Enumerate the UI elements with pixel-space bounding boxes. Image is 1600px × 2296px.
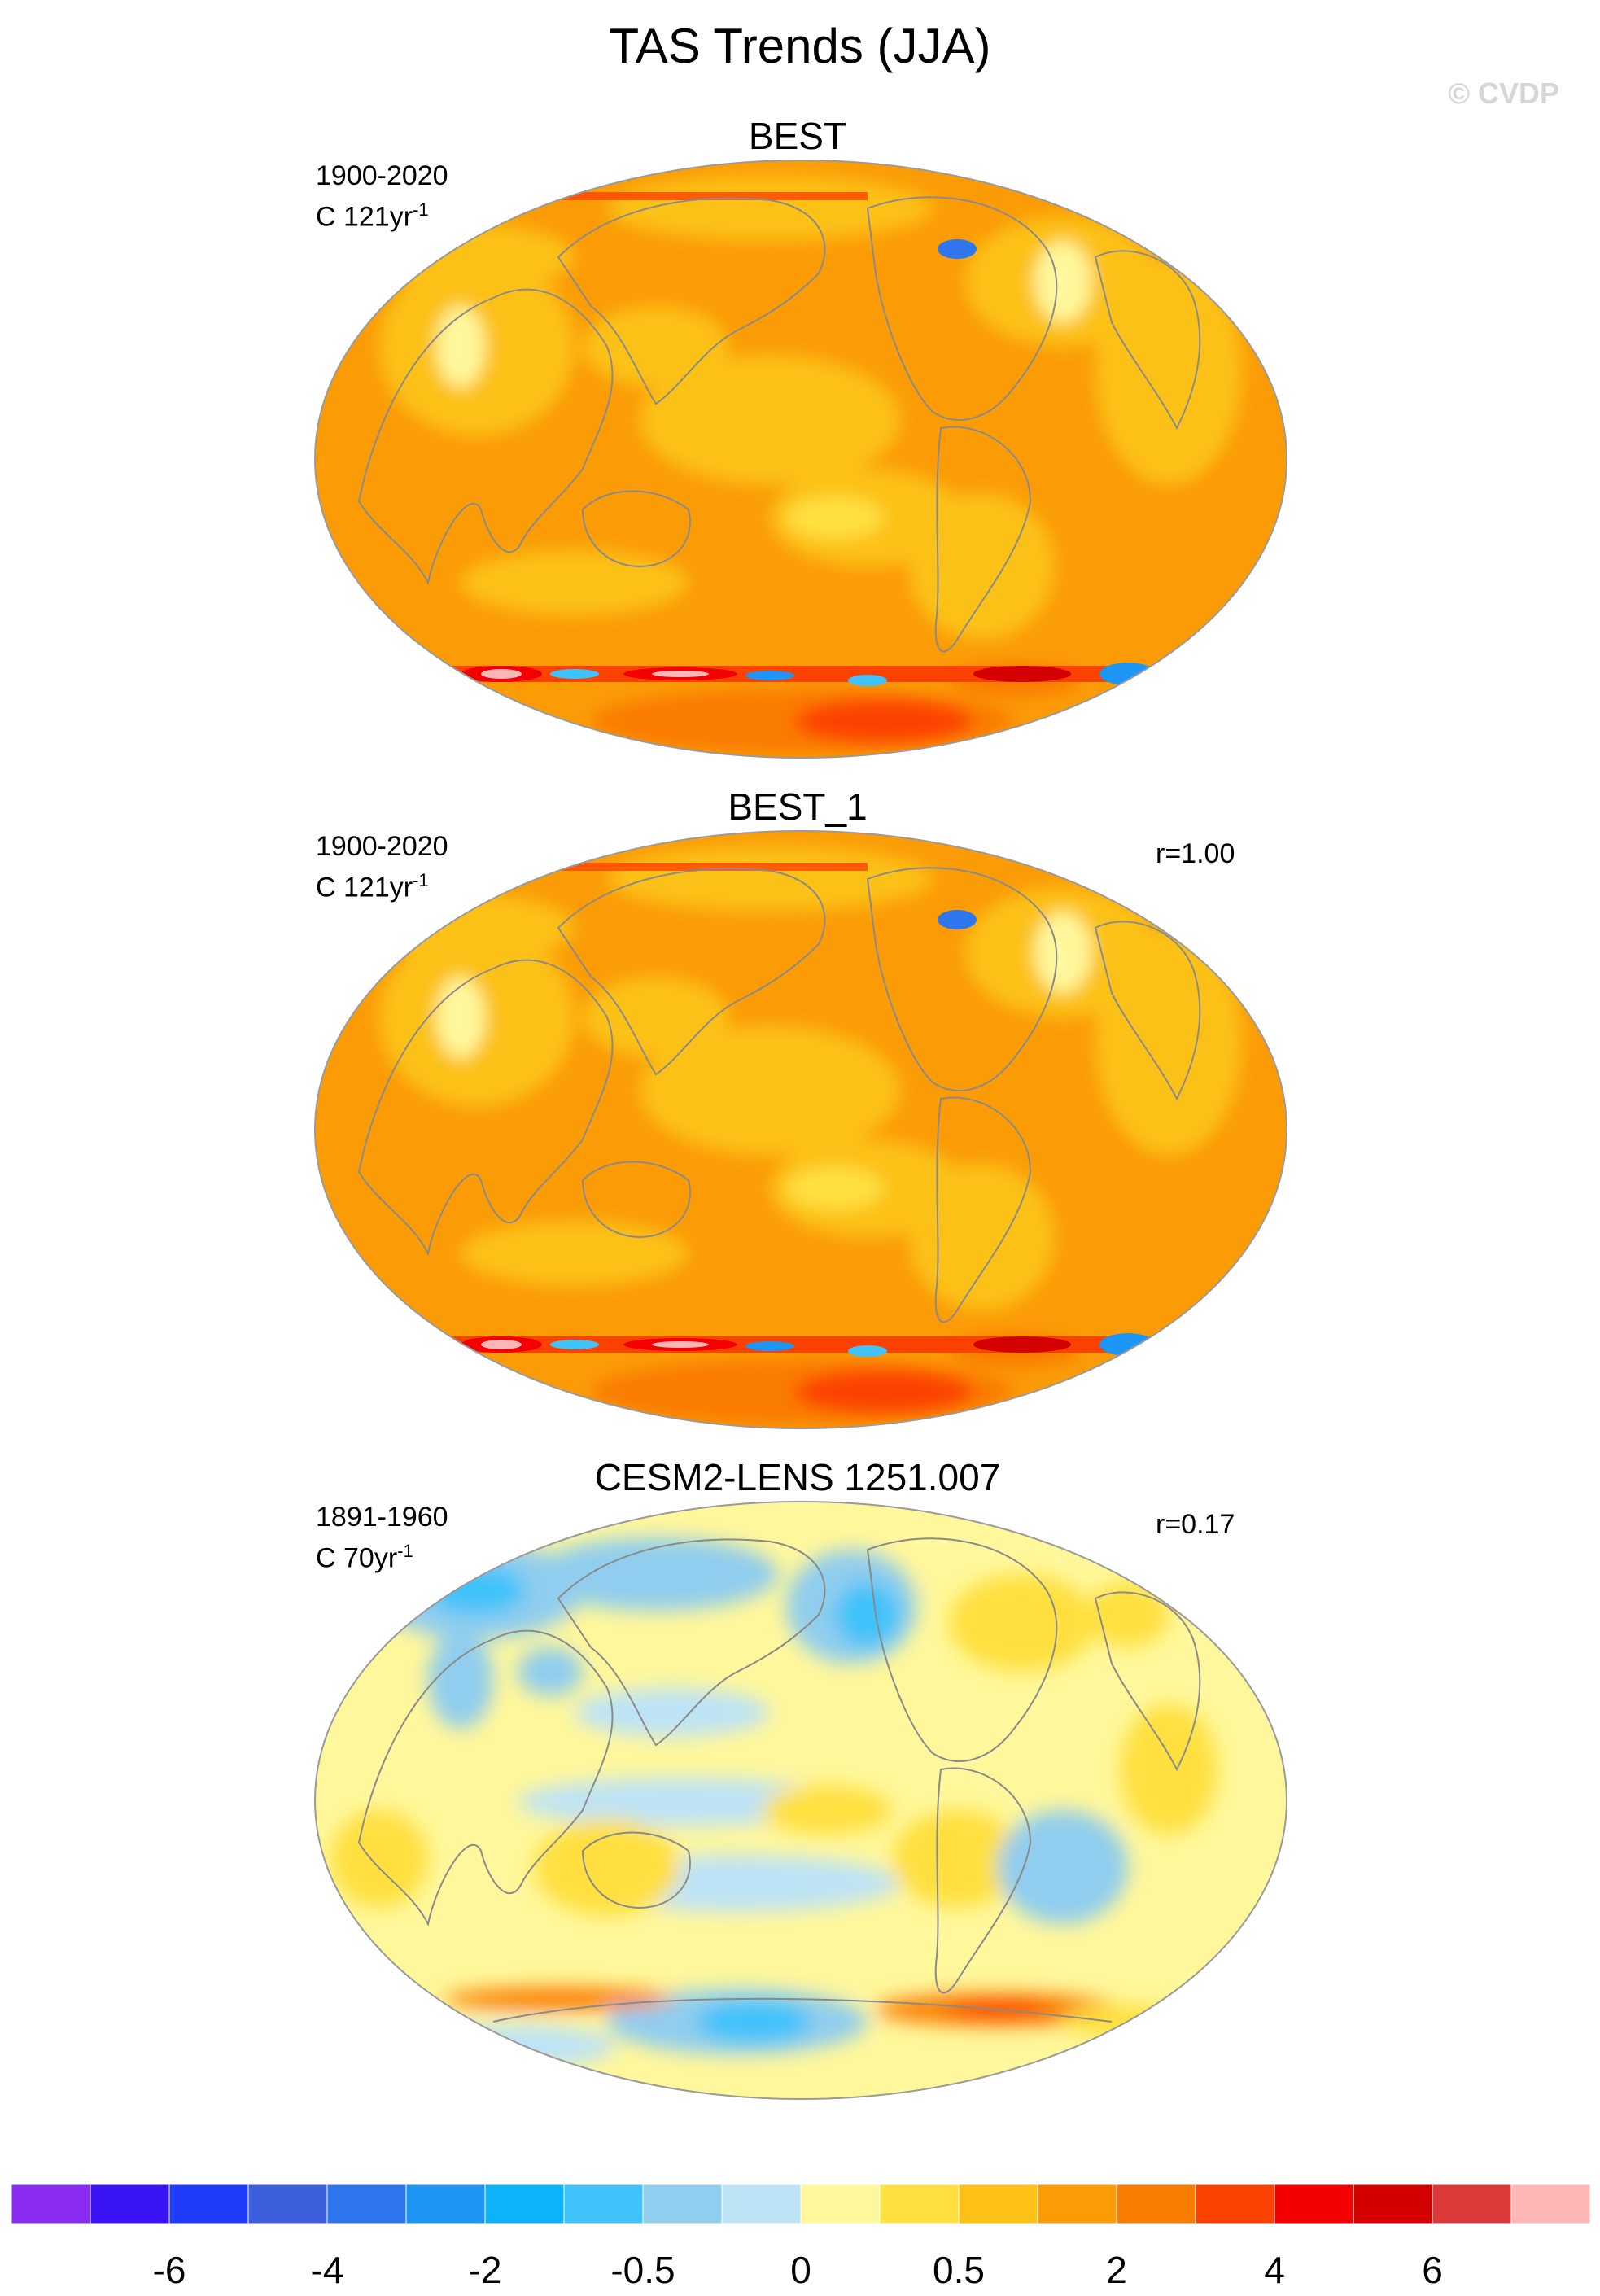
colorbar-tick-label: 0.5 bbox=[933, 2249, 985, 2291]
panel-1-meta: 1900-2020 C 121yr-1 bbox=[316, 159, 448, 234]
colorbar-swatch bbox=[1353, 2184, 1433, 2224]
colorbar-swatch bbox=[1274, 2184, 1354, 2224]
panel-3-units-exp: -1 bbox=[397, 1541, 413, 1561]
panel-2-map bbox=[314, 830, 1287, 1429]
colorbar-swatch bbox=[1510, 2184, 1590, 2224]
panel-1-units-text: C 121yr bbox=[316, 201, 413, 233]
panel-2-title: BEST_1 bbox=[728, 785, 868, 828]
figure-title: TAS Trends (JJA) bbox=[609, 19, 991, 73]
panel-2-correlation: r=1.00 bbox=[1156, 838, 1235, 869]
colorbar-swatch bbox=[721, 2184, 802, 2224]
colorbar-tick-label: -2 bbox=[468, 2249, 502, 2291]
colorbar-tick-label: 0 bbox=[790, 2249, 811, 2291]
panel-1-title: BEST bbox=[748, 115, 847, 157]
colorbar-swatch bbox=[168, 2184, 249, 2224]
colorbar-tick-label: 2 bbox=[1106, 2249, 1127, 2291]
map-border bbox=[314, 830, 1287, 1429]
colorbar-swatch bbox=[11, 2184, 91, 2224]
arctic-band bbox=[477, 192, 977, 259]
trend-field bbox=[379, 846, 1242, 1424]
antarctic-band bbox=[315, 1333, 1287, 1357]
coastline-outlines bbox=[357, 196, 1201, 653]
colorbar-swatch bbox=[1432, 2184, 1512, 2224]
panel-1-map bbox=[314, 160, 1287, 759]
map-border bbox=[314, 1501, 1287, 2100]
panel-1-period: 1900-2020 bbox=[316, 160, 448, 191]
panel-2-meta: 1900-2020 C 121yr-1 bbox=[316, 829, 448, 904]
colorbar-swatch bbox=[90, 2184, 170, 2224]
colorbar-swatch bbox=[247, 2184, 328, 2224]
panel-2-units-exp: -1 bbox=[413, 870, 429, 890]
panel-1-units-exp: -1 bbox=[413, 199, 429, 220]
panel-2-units: C 121yr-1 bbox=[316, 864, 448, 904]
colorbar-swatch bbox=[879, 2184, 960, 2224]
colorbar-swatch bbox=[405, 2184, 486, 2224]
colorbar bbox=[11, 2184, 1590, 2224]
panel-2-units-text: C 121yr bbox=[316, 872, 413, 903]
colorbar-swatch bbox=[484, 2184, 565, 2224]
panel-1-units: C 121yr-1 bbox=[316, 193, 448, 234]
panel-2-period: 1900-2020 bbox=[316, 831, 448, 862]
coastline-outlines bbox=[357, 1537, 1201, 2023]
panel-3-title: CESM2-LENS 1251.007 bbox=[594, 1456, 1001, 1498]
panel-3-units-text: C 70yr bbox=[316, 1542, 398, 1574]
panel-3-meta: 1891-1960 C 70yr-1 bbox=[316, 1500, 448, 1575]
panel-3-correlation: r=0.17 bbox=[1156, 1509, 1235, 1540]
colorbar-swatch bbox=[326, 2184, 407, 2224]
colorbar-swatch bbox=[958, 2184, 1038, 2224]
cvdp-watermark: © CVDP bbox=[1448, 77, 1559, 110]
colorbar-tick-label: -0.5 bbox=[610, 2249, 675, 2291]
colorbar-swatch bbox=[1195, 2184, 1275, 2224]
colorbar-swatch bbox=[800, 2184, 881, 2224]
colorbar-tick-label: 6 bbox=[1422, 2249, 1443, 2291]
colorbar-tick-label: 4 bbox=[1264, 2249, 1285, 2291]
colorbar-swatch bbox=[1037, 2184, 1117, 2224]
panel-3-period: 1891-1960 bbox=[316, 1502, 448, 1533]
map-border bbox=[314, 160, 1287, 759]
colorbar-swatch bbox=[642, 2184, 723, 2224]
colorbar-tick-label: -6 bbox=[152, 2249, 186, 2291]
colorbar-swatch bbox=[1116, 2184, 1196, 2224]
panel-3-units: C 70yr-1 bbox=[316, 1534, 448, 1575]
coastline-outlines bbox=[357, 867, 1201, 1323]
panel-3-map bbox=[314, 1501, 1287, 2100]
arctic-band bbox=[477, 863, 977, 929]
colorbar-tick-label: -4 bbox=[310, 2249, 344, 2291]
colorbar-swatch bbox=[563, 2184, 644, 2224]
